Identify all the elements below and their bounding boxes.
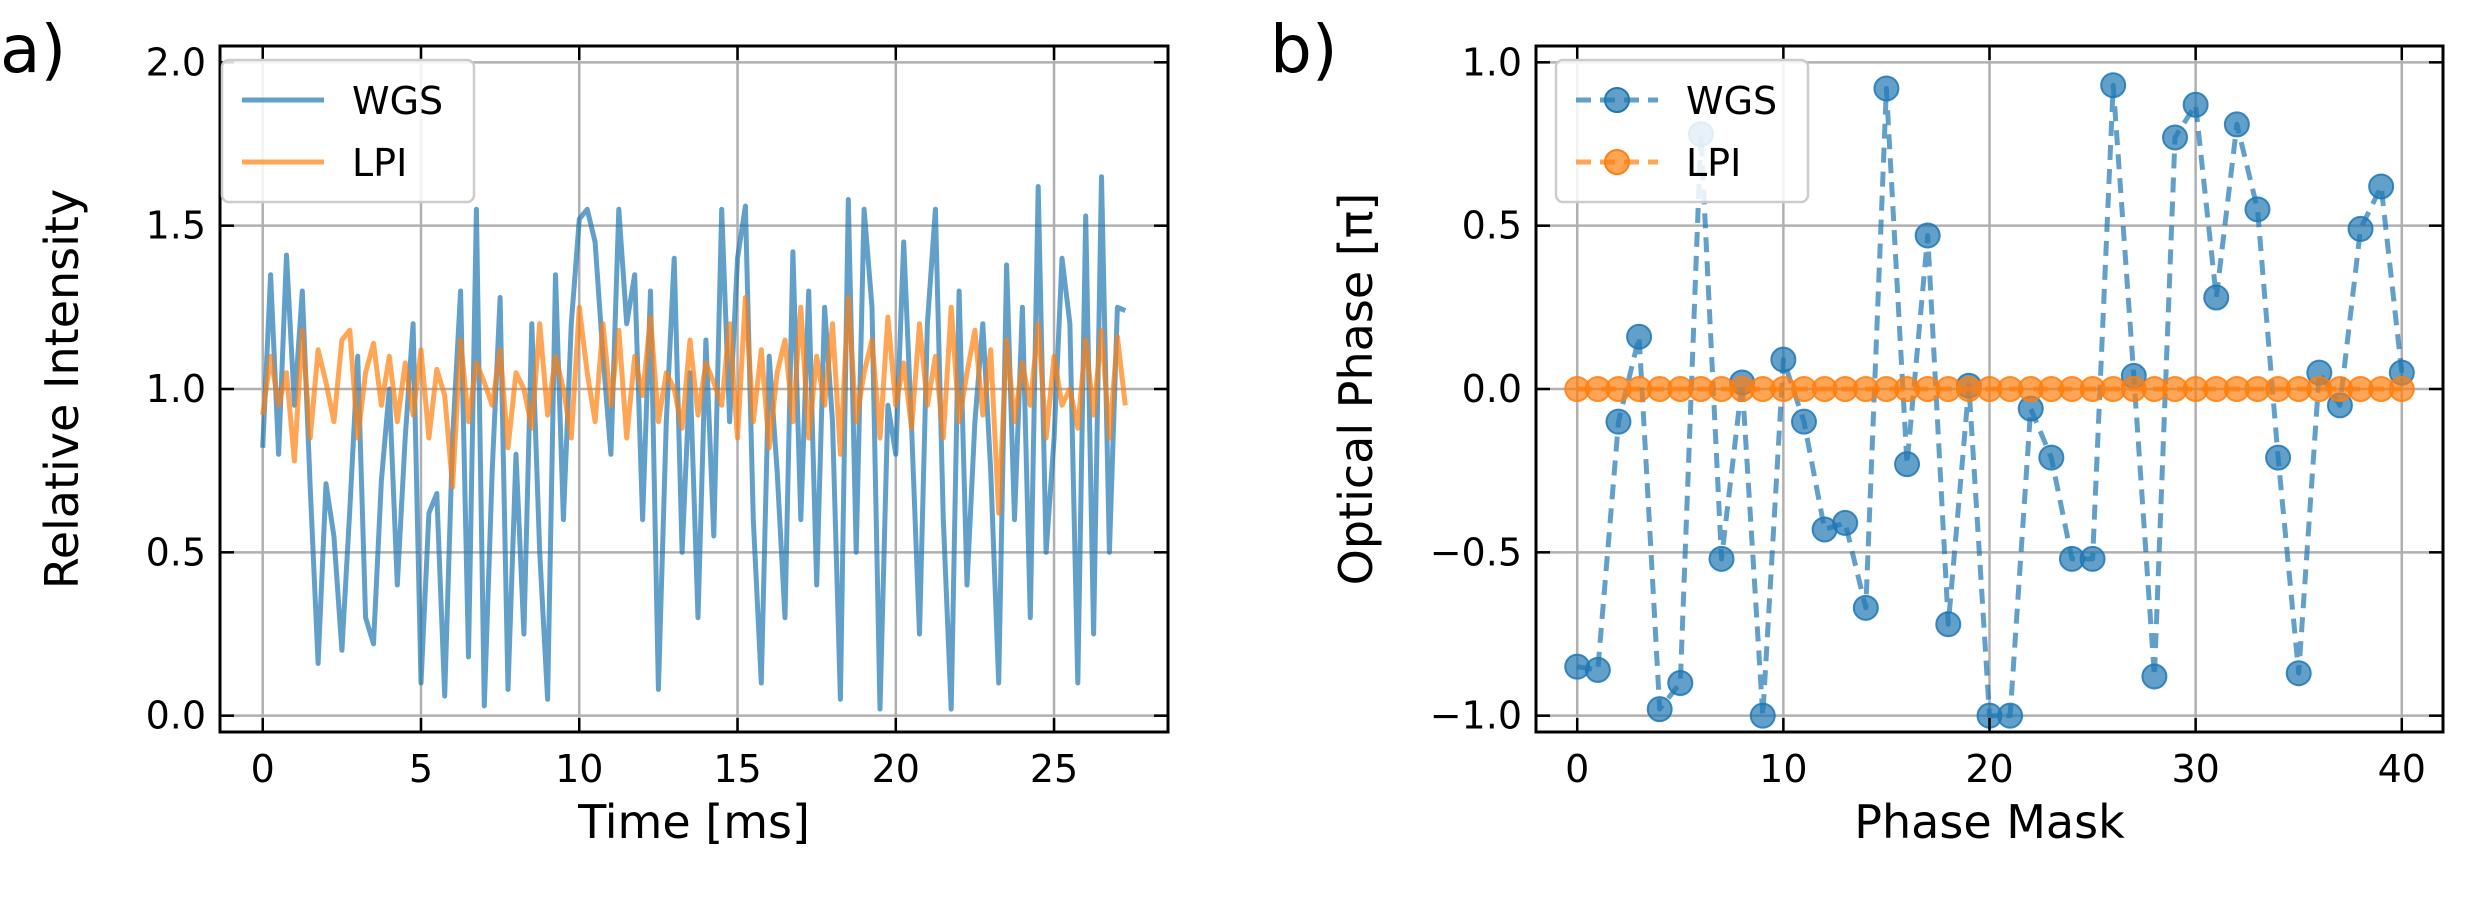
x-tick-label-3: 30	[2171, 747, 2219, 791]
point-wgs-31	[2203, 284, 2230, 311]
x-tick-label-4: 20	[872, 747, 920, 791]
series-line-lpi	[260, 295, 1128, 516]
y-tick-label-4: 2.0	[146, 40, 206, 84]
y-tick-label-2: 0.0	[1462, 367, 1522, 411]
point-wgs-21	[1997, 702, 2024, 729]
chart-b-optical-phase: 0 10 20 30 40 −1.0 −0.5 0.0 0.5 1.0 Phase Mask Opti…	[1270, 11, 2445, 849]
point-lpi-40	[2388, 376, 2415, 402]
legend-label-wgs: WGS	[352, 79, 443, 123]
y-tick-label-1: −0.5	[1430, 530, 1522, 574]
legend-marker-lpi	[1604, 149, 1630, 175]
y-axis-label: Optical Phase [π]	[1329, 193, 1383, 586]
point-wgs-1	[1584, 656, 1611, 683]
legend-label-lpi: LPI	[352, 141, 407, 185]
x-tick-label-0: 0	[1565, 747, 1589, 791]
y-tick-label-4: 1.0	[1462, 40, 1522, 84]
series-line-wgs	[260, 174, 1127, 712]
legend-marker-wgs	[1604, 87, 1630, 113]
point-wgs-39	[2368, 173, 2395, 200]
x-tick-label-2: 20	[1965, 747, 2013, 791]
point-wgs-28	[2141, 663, 2168, 690]
x-tick-label-4: 40	[2378, 747, 2426, 791]
point-wgs-18	[1935, 611, 1962, 638]
y-tick-label-3: 0.5	[1462, 204, 1522, 248]
legend: WGS LPI	[1554, 58, 1810, 204]
x-axis-label: Phase Mask	[1854, 795, 2125, 849]
x-axis-label: Time [ms]	[577, 795, 810, 849]
point-wgs-35	[2285, 660, 2312, 687]
y-tick-label-1: 0.5	[146, 530, 206, 574]
x-tick-label-5: 25	[1030, 747, 1078, 791]
x-tick-label-1: 5	[409, 747, 433, 791]
point-wgs-2	[1605, 408, 1632, 435]
point-wgs-29	[2162, 124, 2189, 151]
y-tick-label-0: −1.0	[1430, 694, 1522, 738]
point-wgs-34	[2265, 444, 2292, 471]
panel-label: a)	[0, 11, 66, 88]
point-wgs-13	[1832, 509, 1859, 536]
point-wgs-10	[1770, 346, 1797, 373]
chart-a-intensity: 0 5 10 15 20 25 0.0 0.5 1.0 1.5 2.0 Time [ms] Relati…	[0, 11, 1170, 849]
point-wgs-11	[1790, 408, 1817, 435]
legend-box	[220, 58, 476, 204]
point-wgs-3	[1626, 323, 1653, 350]
y-tick-label-3: 1.5	[146, 204, 206, 248]
x-tick-label-3: 15	[713, 747, 761, 791]
point-wgs-32	[2223, 111, 2250, 138]
point-wgs-23	[2038, 444, 2065, 471]
legend-label-wgs: WGS	[1686, 79, 1777, 123]
point-wgs-15	[1873, 75, 1900, 102]
point-wgs-14	[1852, 594, 1879, 621]
point-wgs-26	[2100, 72, 2127, 99]
y-axis-label: Relative Intensity	[35, 189, 89, 589]
legend: WGS LPI	[220, 58, 476, 204]
panel-label: b)	[1270, 11, 1338, 88]
point-wgs-16	[1894, 451, 1921, 478]
y-tick-label-0: 0.0	[146, 694, 206, 738]
point-wgs-30	[2182, 91, 2209, 118]
point-wgs-25	[2079, 545, 2106, 572]
point-wgs-4	[1646, 696, 1673, 723]
x-tick-label-1: 10	[1759, 747, 1807, 791]
point-wgs-5	[1667, 670, 1694, 696]
legend-label-lpi: LPI	[1686, 141, 1741, 185]
x-tick-label-2: 10	[555, 747, 603, 791]
point-wgs-33	[2244, 196, 2271, 223]
point-wgs-38	[2347, 215, 2374, 242]
y-tick-label-2: 1.0	[146, 367, 206, 411]
point-wgs-17	[1914, 222, 1941, 249]
x-tick-label-0: 0	[251, 747, 275, 791]
point-wgs-7	[1708, 545, 1735, 572]
point-wgs-9	[1749, 702, 1776, 729]
